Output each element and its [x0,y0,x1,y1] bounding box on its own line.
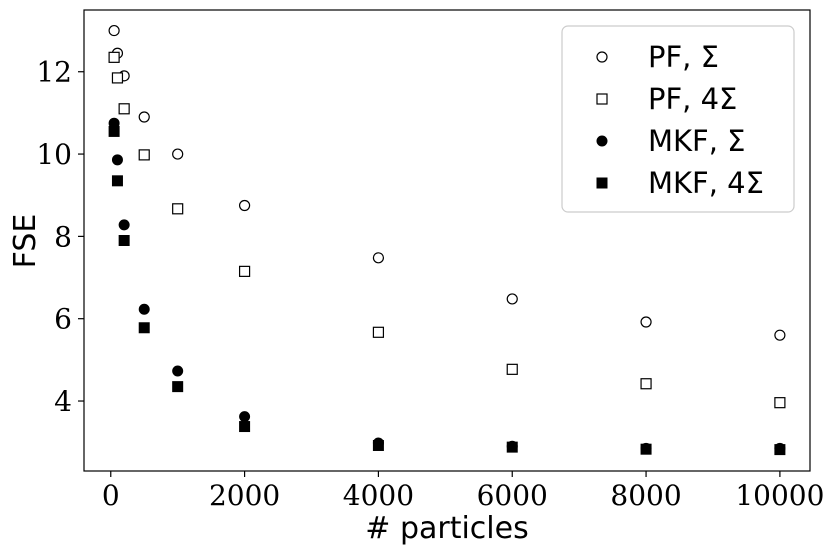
y-axis-label: FSE [8,214,43,269]
x-axis-ticks: 0 2000 4000 6000 8000 10000 [102,471,824,512]
data-point [108,51,120,63]
legend-label: PF, Σ [648,40,719,74]
data-point [108,125,120,137]
y-tick-label: 8 [54,220,72,253]
x-tick-label: 6000 [477,479,548,512]
data-point [238,199,251,212]
x-tick-label: 10000 [735,479,824,512]
legend-marker [596,93,608,105]
data-point [372,439,384,451]
series-square-filled [108,125,786,456]
data-point [506,363,518,375]
legend-label: MKF, 4Σ [648,166,764,200]
data-point [640,443,652,455]
legend-label: PF, 4Σ [648,82,737,116]
x-tick-label: 8000 [610,479,681,512]
y-axis-ticks: 4 6 8 10 12 [36,56,84,418]
data-point [774,397,786,409]
data-point [118,219,130,231]
data-point [172,148,184,160]
y-tick-label: 12 [36,56,72,89]
x-tick-label: 2000 [209,479,280,512]
x-axis-label: # particles [365,511,528,546]
y-tick-label: 10 [36,138,72,171]
data-point [372,326,385,338]
x-tick-label: 4000 [343,479,414,512]
data-point [172,365,184,377]
legend-frame [561,25,795,213]
data-point [111,175,123,187]
x-tick-label: 0 [102,479,120,512]
data-point [238,265,251,277]
data-point [138,322,150,334]
data-point [640,378,652,390]
data-point [138,111,150,123]
legend-marker [596,177,608,189]
series-square-open [108,51,786,409]
data-point [118,103,130,115]
y-tick-label: 4 [54,385,72,418]
data-point [372,252,385,264]
data-point [138,303,150,315]
data-point [774,444,786,456]
data-point [172,381,184,393]
legend: PF, Σ PF, 4Σ MKF, Σ MKF, 4Σ [561,25,795,213]
data-points [108,24,786,456]
data-point [506,293,518,305]
legend-marker [596,51,608,63]
data-point [118,235,130,246]
data-point [138,149,150,161]
data-point [640,316,652,328]
data-point [111,154,123,166]
legend-label: MKF, Σ [648,124,745,158]
y-tick-label: 6 [54,303,72,336]
data-point [774,329,786,341]
legend-marker [596,135,608,147]
data-point [111,72,124,84]
data-point [239,411,251,423]
data-point [108,24,120,37]
data-point [172,203,184,215]
data-point [506,441,518,453]
data-point [239,421,251,433]
